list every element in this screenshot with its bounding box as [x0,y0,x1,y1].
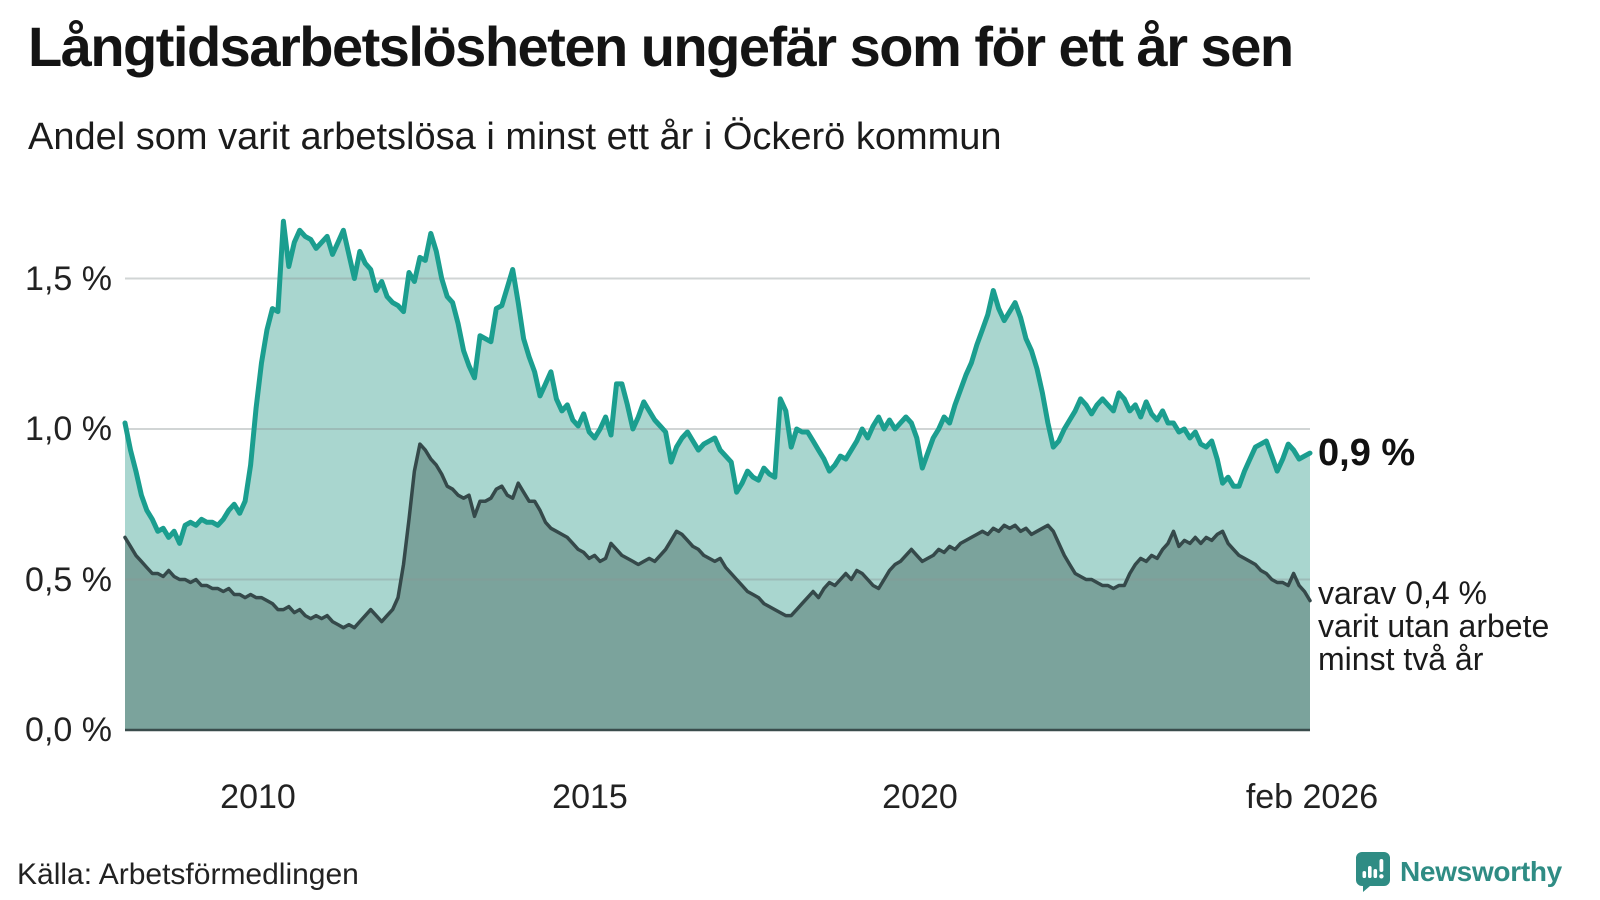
page-subtitle: Andel som varit arbetslösa i minst ett å… [28,116,1002,158]
y-axis-tick-1-5: 1,5 % [25,260,112,298]
two-year-annotation: varav 0,4 % varit utan arbete minst två … [1318,577,1549,676]
x-axis-tick-2015: 2015 [552,778,628,816]
y-axis-tick-1-0: 1,0 % [25,410,112,448]
x-axis-tick-2020: 2020 [882,778,958,816]
x-axis-tick-2010: 2010 [220,778,296,816]
y-axis-tick-0-5: 0,5 % [25,561,112,599]
page-title: Långtidsarbetslösheten ungefär som för e… [28,15,1294,78]
x-axis-tick-feb-2026: feb 2026 [1245,778,1379,816]
two-year-annotation-line1: varav 0,4 % [1318,575,1487,611]
newsworthy-branding: Newsworthy [1356,852,1562,892]
newsworthy-wordmark: Newsworthy [1400,856,1562,887]
series-line-1 [123,442,1312,630]
newsworthy-speech-bubble-chart-icon [1356,852,1390,892]
y-axis-tick-0-0: 0,0 % [25,711,112,749]
two-year-annotation-line3: minst två år [1318,641,1484,677]
latest-value-label: 0,9 % [1318,432,1416,474]
series-line-0 [122,218,1313,546]
series-fill-1 [125,444,1310,730]
source-note: Källa: Arbetsförmedlingen [17,858,359,891]
two-year-annotation-line2: varit utan arbete [1318,608,1550,644]
